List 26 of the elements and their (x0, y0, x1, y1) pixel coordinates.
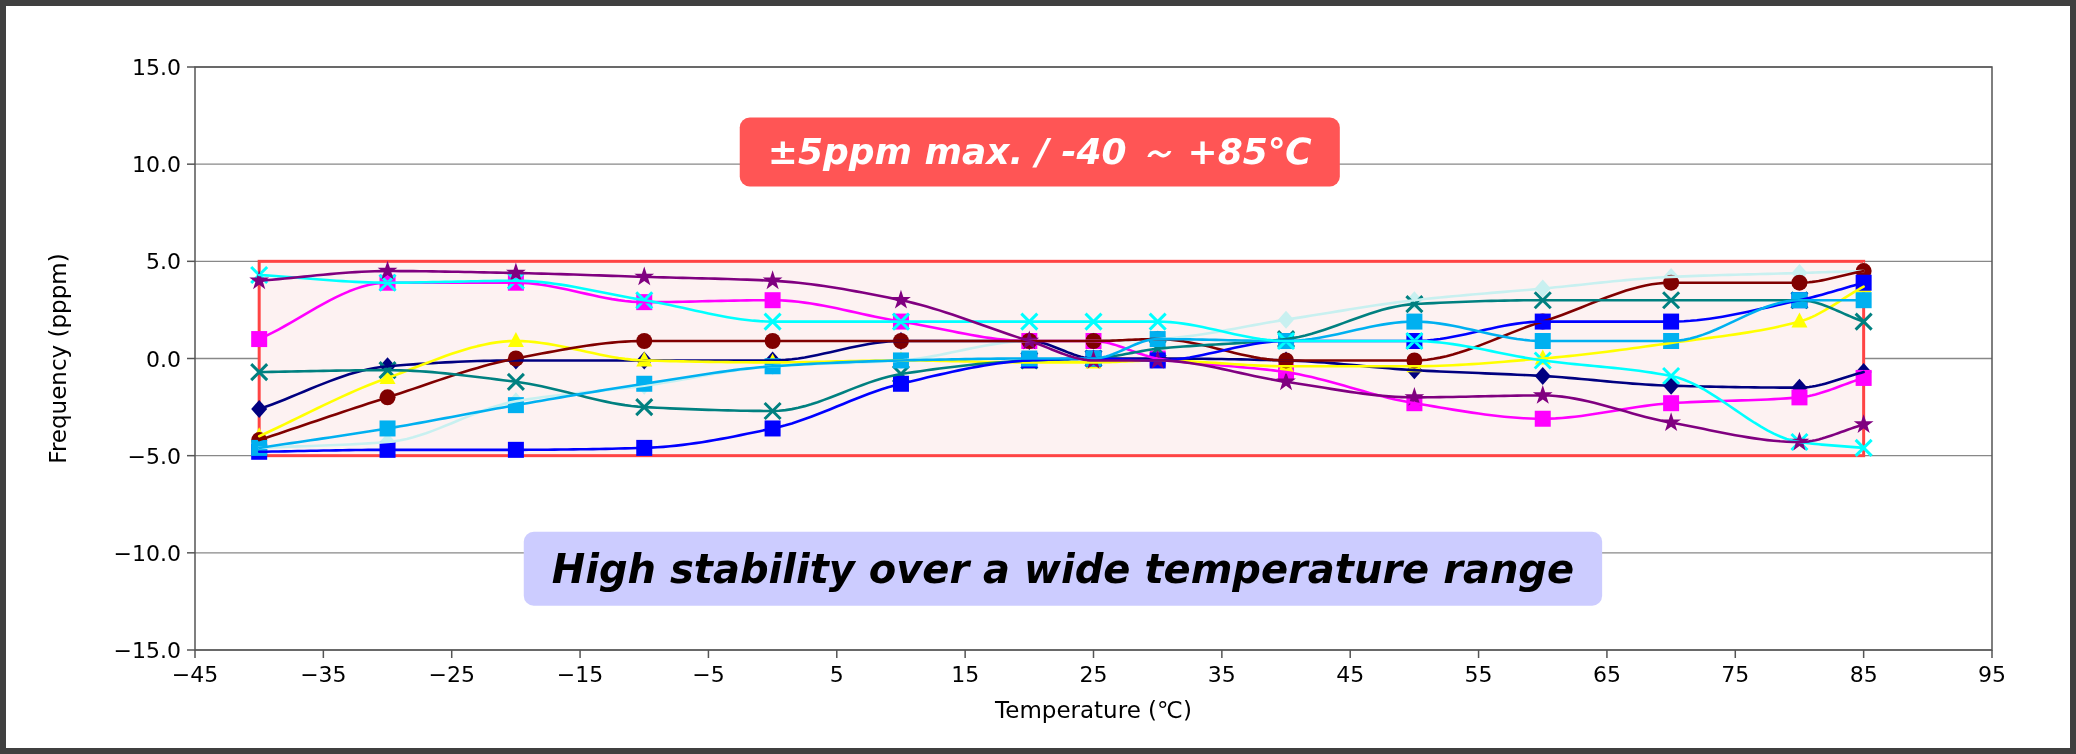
x-tick-label: 15 (951, 662, 980, 687)
annotation: High stability over a wide temperature range (551, 545, 1575, 592)
y-tick-label: 15.0 (132, 55, 181, 80)
x-tick-label: −25 (428, 662, 475, 687)
y-tick-label: 5.0 (146, 249, 181, 275)
x-tick-label: 95 (1978, 662, 2006, 687)
x-tick-label: 25 (1079, 662, 1108, 687)
y-tick-label: −5.0 (127, 443, 181, 469)
x-tick-label: 75 (1721, 662, 1750, 687)
y-tick-label: 0.0 (146, 346, 181, 372)
y-tick-label: −10.0 (113, 540, 181, 566)
x-tick-label: −45 (171, 662, 219, 687)
x-tick-label: −35 (300, 662, 347, 687)
y-tick-label: 10.0 (132, 152, 181, 178)
x-tick-label: 85 (1849, 662, 1878, 687)
x-tick-label: −15 (556, 662, 604, 687)
y-tick-label: −15.0 (113, 638, 181, 663)
x-tick-label: 35 (1207, 662, 1236, 687)
x-tick-label: 55 (1464, 662, 1493, 687)
x-tick-label: −5 (692, 662, 725, 687)
y-axis-title: Frequency (pppm) (45, 253, 71, 464)
x-tick-label: 65 (1592, 662, 1621, 687)
annotation: ±5ppm max. / -40 ～ +85℃ (767, 131, 1312, 173)
x-tick-label: 5 (829, 662, 844, 687)
x-axis-title: Temperature (℃) (994, 697, 1192, 723)
x-tick-label: 45 (1336, 662, 1365, 687)
